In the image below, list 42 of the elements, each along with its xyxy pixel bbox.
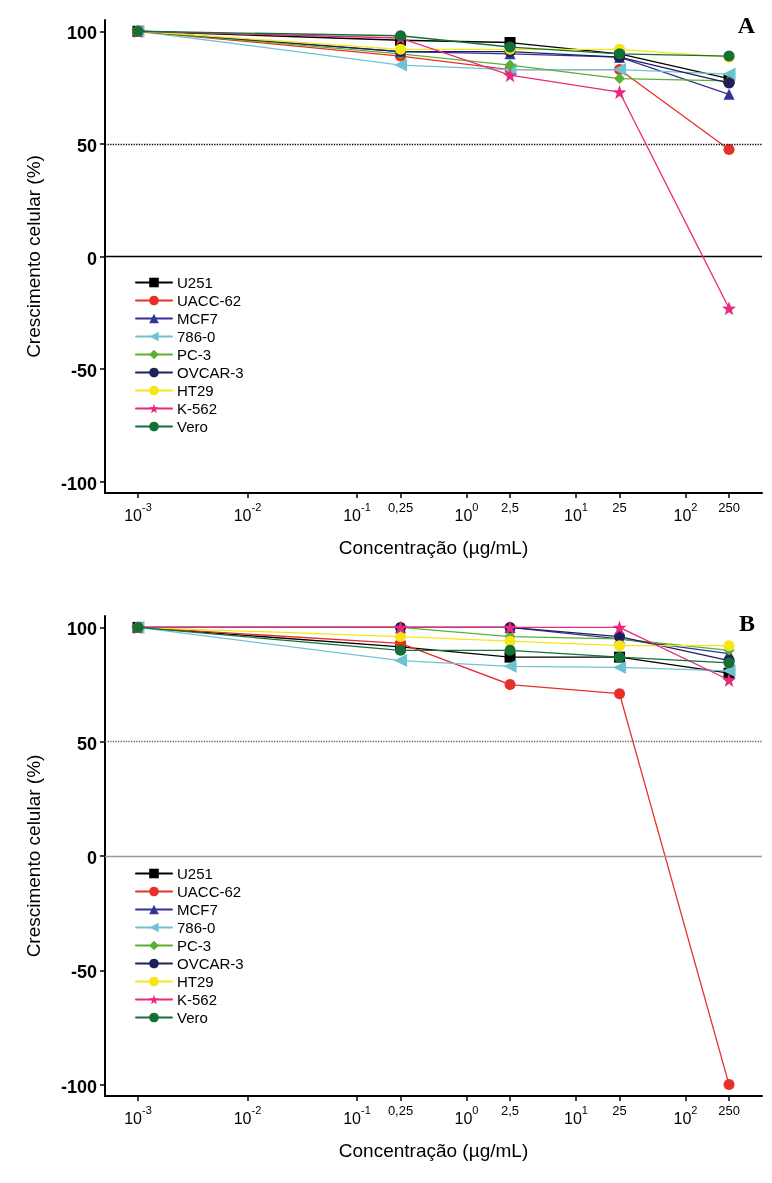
- x-tick-label: 2,5: [501, 1103, 520, 1118]
- x-tick-label: 25: [612, 500, 627, 515]
- legend-label: PC-3: [177, 346, 212, 363]
- x-axis-title: Concentração (µg/mL): [338, 1140, 529, 1161]
- y-tick-label: 50: [76, 135, 97, 156]
- y-tick-label: -50: [70, 962, 97, 983]
- legend-label: 786-0: [177, 919, 216, 936]
- y-axis-title: Crescimento celular (%): [23, 155, 44, 358]
- x-tick-label: 250: [718, 500, 740, 515]
- x-tick-label: 2,5: [501, 500, 520, 515]
- legend-label: K-562: [177, 991, 218, 1008]
- legend-label: 786-0: [177, 328, 216, 345]
- legend-label: PC-3: [177, 937, 212, 954]
- chart-title: B: [738, 610, 756, 636]
- y-axis-title: Crescimento celular (%): [23, 754, 44, 958]
- legend-label: U251: [177, 274, 213, 291]
- legend-label: UACC-62: [177, 292, 242, 309]
- legend-label: U251: [177, 865, 213, 882]
- y-tick-label: 100: [66, 619, 97, 640]
- legend-label: K-562: [177, 400, 218, 417]
- x-tick-label: 0,25: [387, 500, 414, 515]
- legend-label: UACC-62: [177, 883, 242, 900]
- y-tick-label: 50: [76, 733, 97, 754]
- legend-label: MCF7: [177, 901, 218, 918]
- legend-label: Vero: [177, 1009, 208, 1026]
- x-tick-label: 250: [718, 1103, 740, 1118]
- y-tick-label: 0: [86, 248, 97, 269]
- y-tick-label: 100: [66, 23, 97, 44]
- x-axis-title: Concentração (µg/mL): [338, 537, 529, 558]
- y-tick-label: 0: [86, 848, 97, 868]
- x-tick-label: 0,25: [387, 1103, 414, 1118]
- y-tick-label: -100: [60, 1076, 97, 1097]
- legend-label: OVCAR-3: [177, 955, 244, 972]
- chart-title: A: [737, 12, 756, 38]
- legend-label: HT29: [177, 973, 214, 990]
- legend-label: HT29: [177, 382, 214, 399]
- legend-label: OVCAR-3: [177, 364, 244, 381]
- y-tick-label: -50: [70, 361, 97, 382]
- legend-label: Vero: [177, 418, 208, 435]
- legend-label: MCF7: [177, 310, 218, 327]
- y-tick-label: -100: [60, 473, 97, 494]
- x-tick-label: 25: [612, 1103, 627, 1118]
